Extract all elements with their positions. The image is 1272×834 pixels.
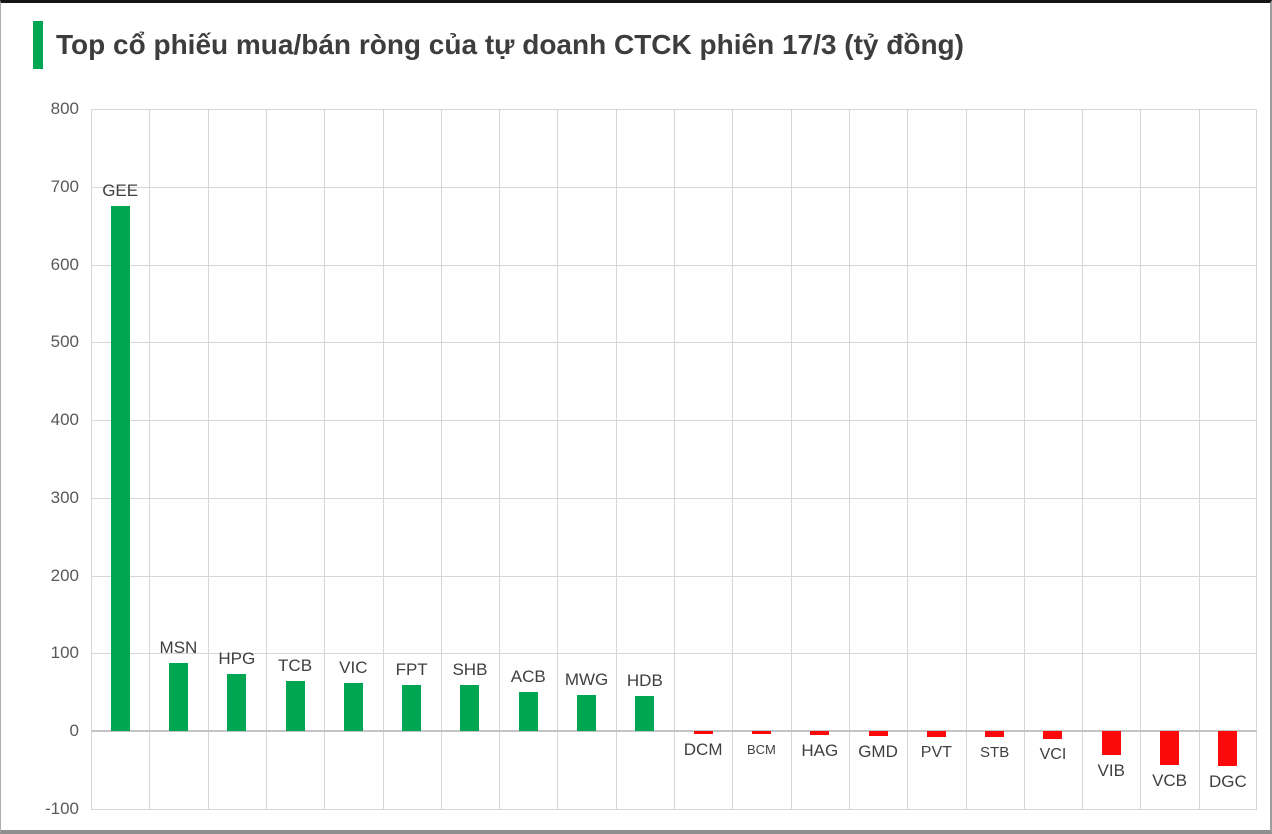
- gridline-vertical: [849, 109, 850, 809]
- gridline-vertical: [732, 109, 733, 809]
- bar-label-HDB: HDB: [626, 671, 663, 691]
- gridline-vertical: [383, 109, 384, 809]
- bar-HAG: [810, 731, 830, 736]
- y-axis-tick-label: 200: [50, 565, 79, 585]
- bar-BCM: [751, 731, 771, 735]
- bar-label-HPG: HPG: [218, 649, 256, 669]
- y-axis-tick-label: 100: [50, 643, 79, 663]
- gridline-horizontal: [91, 186, 1257, 188]
- gridline-vertical: [149, 109, 150, 809]
- gridline-vertical: [1140, 109, 1141, 809]
- bar-label-GMD: GMD: [858, 741, 898, 761]
- bar-label-VIC: VIC: [339, 658, 368, 677]
- bar-label-BCM: BCM: [746, 742, 776, 758]
- gridline-vertical: [266, 109, 267, 809]
- gridline-vertical: [324, 109, 325, 809]
- bar-label-MSN: MSN: [159, 637, 198, 657]
- gridline-vertical: [791, 109, 792, 809]
- gridline-horizontal: [91, 653, 1257, 655]
- y-axis-tick-label: 700: [50, 176, 79, 196]
- gridline-vertical: [557, 109, 558, 809]
- bar-VIB: [1101, 731, 1121, 755]
- bar-HPG: [227, 674, 247, 732]
- bar-MWG: [577, 694, 597, 732]
- bar-label-VCB: VCB: [1152, 771, 1188, 791]
- y-axis-tick-label: 400: [50, 410, 79, 430]
- gridline-vertical: [1082, 109, 1083, 809]
- chart-title: Top cổ phiếu mua/bán ròng của tự doanh C…: [56, 29, 964, 60]
- gridline-vertical: [1024, 109, 1025, 809]
- gridline-horizontal: [91, 575, 1257, 577]
- bar-label-VCI: VCI: [1039, 746, 1067, 763]
- title-block: Top cổ phiếu mua/bán ròng của tự doanh C…: [33, 21, 964, 69]
- bar-label-ACB: ACB: [510, 667, 546, 687]
- bar-label-PVT: PVT: [920, 743, 952, 761]
- bar-label-TCB: TCB: [278, 655, 313, 675]
- bar-label-SHB: SHB: [452, 660, 488, 680]
- title-accent-bar: [33, 21, 43, 69]
- gridline-vertical: [616, 109, 617, 809]
- bar-label-DGC: DGC: [1208, 772, 1247, 792]
- bar-label-DCM: DCM: [683, 739, 723, 759]
- bar-HDB: [635, 696, 655, 732]
- bar-label-MWG: MWG: [564, 669, 609, 689]
- gridline-horizontal: [91, 342, 1257, 344]
- gridline-vertical: [499, 109, 500, 809]
- bar-TCB: [285, 680, 305, 732]
- y-axis-tick-label: 0: [69, 721, 79, 741]
- bar-label-VIB: VIB: [1097, 760, 1125, 780]
- gridline-vertical: [208, 109, 209, 809]
- bar-label-FPT: FPT: [395, 659, 428, 679]
- bar-GMD: [868, 731, 888, 736]
- gridline-horizontal: [91, 497, 1257, 499]
- gridline-vertical: [907, 109, 908, 809]
- gridline-horizontal: [91, 109, 1257, 110]
- y-axis-tick-label: 800: [50, 99, 79, 118]
- gridline-horizontal: [91, 809, 1257, 810]
- gridline-vertical: [1199, 109, 1200, 809]
- bar-GEE: [110, 206, 130, 732]
- y-axis-tick-label: 500: [50, 332, 79, 352]
- gridline-horizontal: [91, 420, 1257, 422]
- bar-MSN: [168, 662, 188, 732]
- gridline-horizontal: [91, 264, 1257, 266]
- bar-FPT: [402, 684, 422, 732]
- gridline-vertical: [91, 109, 92, 809]
- bar-SHB: [460, 685, 480, 732]
- bar-VIC: [343, 683, 363, 732]
- bar-VCB: [1160, 731, 1180, 766]
- bar-label-GEE: GEE: [102, 181, 139, 201]
- gridline-vertical: [441, 109, 442, 809]
- gridline-vertical: [1256, 109, 1257, 809]
- bar-label-HAG: HAG: [801, 741, 839, 761]
- bar-STB: [985, 731, 1005, 738]
- bar-VCI: [1043, 731, 1063, 739]
- y-axis-tick-label: -100: [44, 799, 79, 818]
- bar-DCM: [693, 731, 713, 734]
- y-axis-tick-label: 300: [50, 487, 79, 507]
- plot-area: 800 700 600 500 400 300 200 100 0 -100 GEE MSN HPG TC…: [45, 100, 1257, 818]
- gridline-vertical: [674, 109, 675, 809]
- bar-DGC: [1218, 731, 1238, 767]
- y-axis-tick-label: 600: [50, 254, 79, 274]
- gridline-zero-axis: [91, 730, 1257, 733]
- gridline-vertical: [966, 109, 967, 809]
- bar-ACB: [518, 692, 538, 732]
- bar-PVT: [926, 731, 946, 737]
- bar-label-STB: STB: [980, 744, 1010, 762]
